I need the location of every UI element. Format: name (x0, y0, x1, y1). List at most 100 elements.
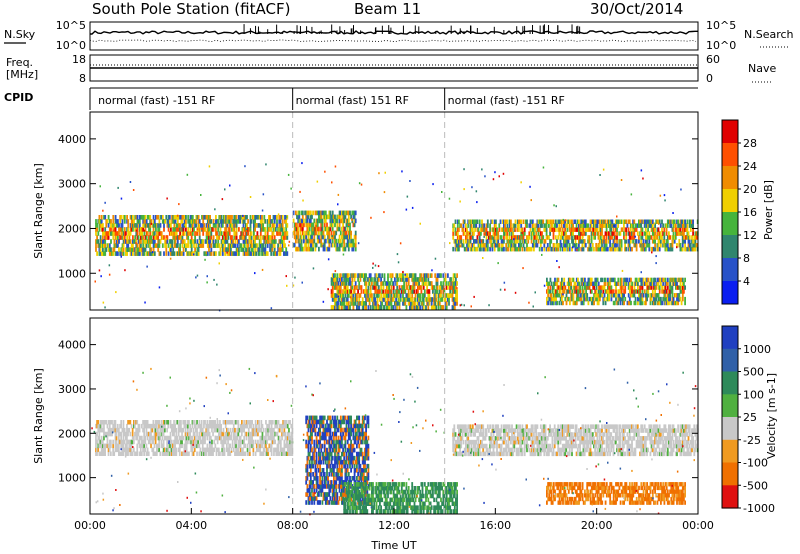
data-cell (118, 247, 120, 252)
data-cell (143, 431, 145, 437)
data-cell (590, 231, 593, 236)
data-cell (175, 235, 178, 240)
data-cell (594, 219, 596, 224)
data-cell (336, 222, 339, 228)
data-cell (343, 234, 346, 240)
data-cell (210, 451, 212, 456)
data-cell (613, 235, 616, 240)
data-cell (309, 234, 312, 240)
data-cell (205, 223, 208, 228)
data-cell (298, 246, 301, 252)
data-cell (315, 218, 318, 224)
data-cell (136, 443, 139, 449)
data-cell (360, 273, 363, 278)
data-cell (518, 223, 520, 228)
data-cell (272, 215, 275, 220)
data-cell (179, 247, 181, 252)
data-cell (560, 243, 563, 248)
data-cell (633, 227, 636, 232)
data-cell (662, 296, 665, 302)
data-cell (693, 243, 696, 248)
data-cell (113, 231, 116, 236)
data-cell (580, 281, 583, 286)
data-cell (385, 289, 388, 294)
data-cell (597, 293, 600, 298)
data-cell (337, 238, 340, 244)
data-cell (651, 239, 654, 244)
data-cell (331, 226, 334, 232)
data-cell (257, 251, 260, 256)
data-cell (390, 305, 393, 310)
data-cell (124, 269, 126, 272)
data-cell (347, 238, 350, 244)
data-cell (168, 247, 171, 252)
data-cell (140, 227, 142, 232)
data-cell (175, 431, 178, 437)
data-cell (440, 273, 442, 278)
data-cell (258, 443, 260, 449)
data-cell (234, 235, 237, 240)
data-cell (241, 231, 244, 236)
data-cell (442, 273, 445, 278)
data-cell (647, 243, 649, 248)
data-cell (653, 300, 655, 306)
data-cell (561, 300, 563, 306)
data-cell (419, 293, 422, 298)
data-cell (663, 296, 666, 302)
data-cell (587, 246, 589, 252)
data-cell (688, 223, 691, 228)
data-cell (430, 301, 433, 306)
data-cell (535, 239, 538, 244)
data-cell (117, 243, 119, 248)
data-cell (149, 223, 152, 228)
data-cell (192, 253, 195, 256)
data-cell (206, 435, 209, 441)
data-cell (596, 227, 599, 232)
data-cell (346, 242, 349, 248)
data-cell (358, 182, 361, 185)
data-cell (551, 246, 554, 252)
data-cell (236, 219, 239, 224)
data-cell (263, 439, 266, 445)
data-cell (290, 423, 293, 429)
data-cell (602, 219, 604, 224)
data-cell (200, 194, 202, 196)
data-cell (347, 234, 350, 240)
data-cell (121, 443, 124, 449)
data-cell (521, 239, 524, 244)
date-label: 30/Oct/2014 (590, 0, 683, 18)
data-cell (561, 293, 563, 298)
data-cell (608, 223, 610, 228)
data-cell (513, 223, 516, 228)
data-cell (373, 297, 376, 302)
data-cell (648, 219, 651, 224)
data-cell (250, 420, 252, 425)
data-cell (606, 246, 609, 252)
data-cell (695, 243, 698, 248)
data-cell (211, 423, 213, 429)
data-cell (164, 427, 166, 433)
data-cell (135, 231, 138, 236)
data-cell (642, 239, 645, 244)
data-cell (100, 215, 103, 220)
data-cell (580, 277, 583, 283)
data-cell (664, 285, 667, 290)
data-cell (230, 239, 232, 244)
data-cell (498, 223, 501, 228)
data-cell (595, 227, 598, 232)
data-cell (189, 427, 191, 433)
data-cell (164, 420, 166, 425)
colorbar-tick-label: 20 (743, 183, 757, 196)
data-cell (436, 289, 439, 294)
data-cell (619, 300, 622, 306)
data-cell (593, 246, 595, 252)
data-cell (151, 439, 154, 445)
data-cell (153, 443, 156, 449)
data-cell (375, 281, 378, 286)
data-cell (285, 423, 288, 429)
data-cell (593, 293, 595, 298)
data-cell (185, 423, 188, 429)
data-cell (602, 239, 604, 244)
data-cell (689, 227, 692, 232)
data-cell (225, 215, 228, 220)
